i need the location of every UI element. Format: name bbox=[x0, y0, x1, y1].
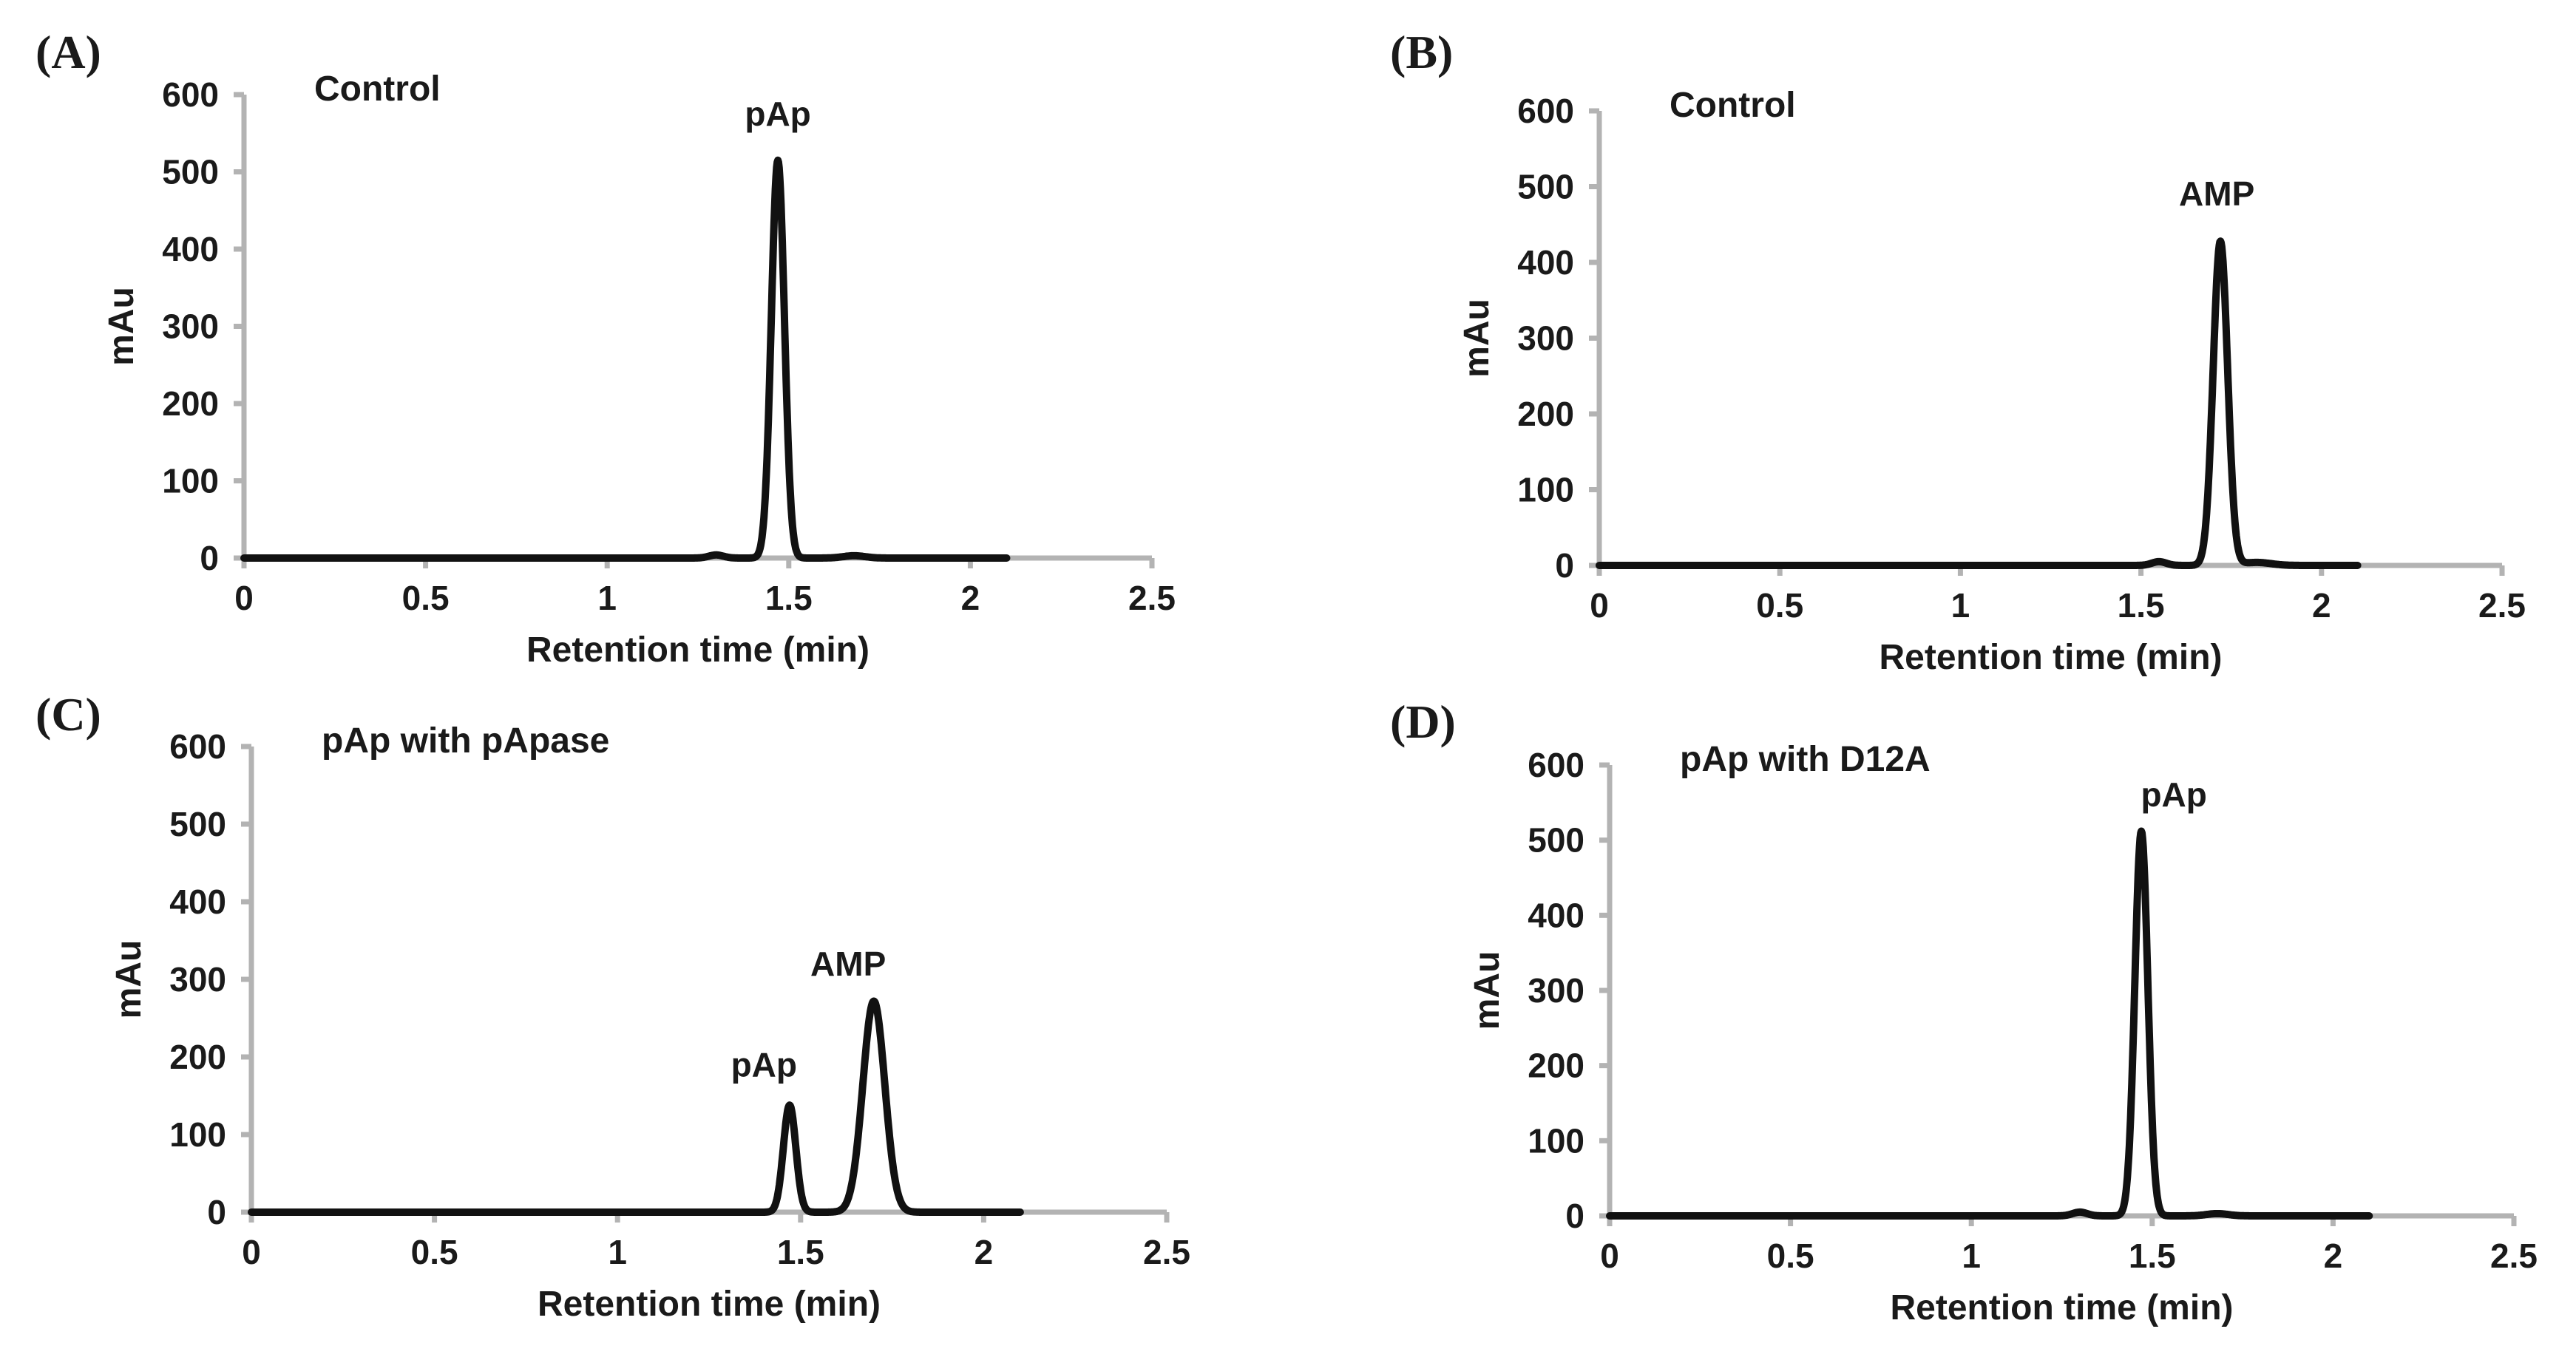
y-tick-label: 600 bbox=[169, 727, 226, 766]
panel-b: (B) 0 0.5 1 1.5 2 2.5 0 100 200 300 400 500 600 Retent… bbox=[1390, 26, 2526, 677]
chromatogram-trace bbox=[248, 997, 1024, 1216]
x-tick-label: 1 bbox=[597, 579, 617, 617]
y-tick-label: 500 bbox=[169, 805, 226, 843]
x-tick-label: 2 bbox=[961, 579, 980, 617]
y-tick-label: 300 bbox=[169, 960, 226, 999]
x-tick-label: 0 bbox=[242, 1233, 261, 1271]
panel-title: Control bbox=[1670, 86, 1796, 125]
peak-label: pAp bbox=[2141, 775, 2206, 814]
chromatogram-trace bbox=[1596, 237, 2362, 569]
x-tick-label: 1 bbox=[1962, 1237, 1981, 1275]
y-tick-label: 100 bbox=[1517, 471, 1574, 509]
panel-letter: (B) bbox=[1390, 26, 1453, 78]
x-tick-label: 0 bbox=[234, 579, 254, 617]
y-tick-label: 100 bbox=[169, 1115, 226, 1154]
panel-c: (C) 0 0.5 1 1.5 2 2.5 0 100 200 300 400 500 600 Retent… bbox=[35, 688, 1190, 1324]
x-tick-label: 2.5 bbox=[1143, 1233, 1190, 1271]
x-tick-label: 2.5 bbox=[1128, 579, 1176, 617]
x-tick-label: 1.5 bbox=[765, 579, 813, 617]
y-tick-label: 0 bbox=[207, 1193, 226, 1231]
y-tick-label: 400 bbox=[162, 230, 219, 268]
y-axis-title: mAu bbox=[109, 940, 149, 1019]
x-tick-label: 0 bbox=[1600, 1237, 1619, 1275]
y-tick-label: 600 bbox=[1517, 92, 1574, 130]
y-tick-label: 100 bbox=[162, 462, 219, 500]
y-tick-label: 400 bbox=[1528, 896, 1584, 934]
x-tick-label: 2 bbox=[975, 1233, 994, 1271]
panel-letter: (C) bbox=[35, 688, 101, 741]
y-tick-label: 300 bbox=[1517, 319, 1574, 358]
x-tick-label: 1.5 bbox=[777, 1233, 824, 1271]
chromatogram-trace bbox=[1606, 827, 2373, 1220]
x-tick-label: 0.5 bbox=[402, 579, 450, 617]
chromatogram-trace bbox=[240, 156, 1011, 562]
panel-title: pAp with pApase bbox=[322, 721, 609, 761]
y-tick-label: 200 bbox=[1528, 1047, 1584, 1085]
panel-title: pAp with D12A bbox=[1680, 740, 1931, 779]
x-tick-label: 0 bbox=[1590, 586, 1609, 625]
x-axis-title: Retention time (min) bbox=[1891, 1288, 2234, 1327]
y-tick-label: 300 bbox=[162, 307, 219, 346]
panel-d: (D) 0 0.5 1 1.5 2 2.5 0 100 200 300 400 500 600 Retent… bbox=[1390, 696, 2538, 1327]
y-tick-label: 500 bbox=[1528, 821, 1584, 860]
peak-label: pAp bbox=[731, 1045, 797, 1084]
x-tick-label: 2.5 bbox=[2478, 586, 2526, 625]
y-tick-label: 500 bbox=[1517, 168, 1574, 206]
x-axis-title: Retention time (min) bbox=[526, 630, 870, 670]
x-tick-label: 1.5 bbox=[2118, 586, 2165, 625]
x-tick-label: 1 bbox=[1951, 586, 1970, 625]
x-axis-title: Retention time (min) bbox=[538, 1285, 881, 1324]
y-axis-title: mAu bbox=[102, 287, 141, 366]
x-tick-label: 2 bbox=[2324, 1237, 2343, 1275]
x-axis-title: Retention time (min) bbox=[1880, 638, 2223, 677]
x-tick-label: 1 bbox=[608, 1233, 627, 1271]
y-tick-label: 0 bbox=[1555, 546, 1574, 585]
y-tick-label: 0 bbox=[1565, 1197, 1584, 1235]
peak-label: pAp bbox=[745, 95, 810, 133]
x-tick-label: 0.5 bbox=[1767, 1237, 1814, 1275]
panel-a: (A) 0 0.5 1 1.5 2 2.5 0 100 200 300 400 500 600 Retent… bbox=[35, 26, 1176, 670]
y-tick-label: 200 bbox=[162, 384, 219, 423]
y-tick-label: 400 bbox=[1517, 243, 1574, 282]
y-tick-label: 200 bbox=[1517, 395, 1574, 433]
y-tick-label: 600 bbox=[1528, 746, 1584, 784]
y-tick-label: 500 bbox=[162, 153, 219, 191]
peak-label: AMP bbox=[810, 945, 886, 983]
y-tick-label: 100 bbox=[1528, 1121, 1584, 1160]
y-axis-title: mAu bbox=[1468, 951, 1507, 1030]
peak-label: AMP bbox=[2179, 174, 2254, 213]
x-tick-label: 2.5 bbox=[2490, 1237, 2538, 1275]
x-tick-label: 0.5 bbox=[411, 1233, 458, 1271]
y-tick-label: 200 bbox=[169, 1038, 226, 1076]
x-tick-label: 1.5 bbox=[2129, 1237, 2176, 1275]
y-tick-label: 0 bbox=[200, 539, 219, 577]
panel-letter: (A) bbox=[35, 26, 101, 78]
panel-title: Control bbox=[314, 69, 441, 109]
y-tick-label: 400 bbox=[169, 883, 226, 921]
y-tick-label: 600 bbox=[162, 75, 219, 114]
x-tick-label: 0.5 bbox=[1756, 586, 1803, 625]
y-axis-title: mAu bbox=[1457, 299, 1497, 378]
panel-letter: (D) bbox=[1390, 696, 1456, 748]
y-tick-label: 300 bbox=[1528, 971, 1584, 1010]
x-tick-label: 2 bbox=[2312, 586, 2331, 625]
